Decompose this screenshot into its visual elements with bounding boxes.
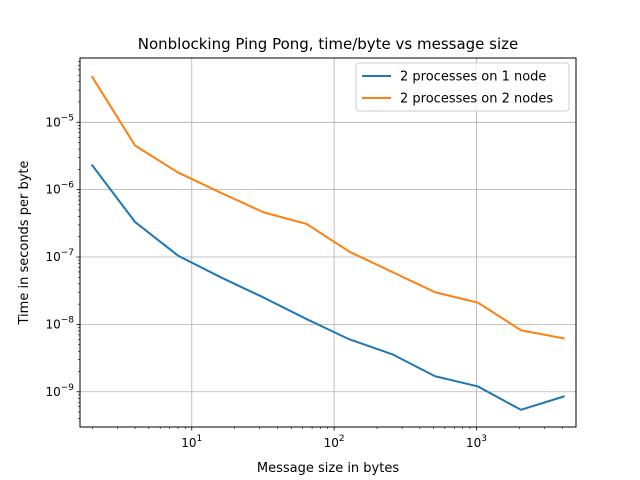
legend-box	[355, 62, 570, 112]
x-tick-label: 103	[466, 434, 487, 450]
y-tick-label: 10−6	[45, 181, 74, 197]
y-tick-label: 10−7	[45, 248, 74, 264]
x-axis-label: Message size in bytes	[257, 461, 399, 476]
legend-label-1-node: 2 processes on 1 node	[400, 70, 546, 85]
legend-label-2-nodes: 2 processes on 2 nodes	[400, 92, 553, 107]
x-tick-label: 102	[324, 434, 345, 450]
y-axis-label: Time in seconds per byte	[17, 161, 32, 326]
y-tick-label: 10−8	[45, 315, 74, 331]
legend: 2 processes on 1 node 2 processes on 2 n…	[355, 62, 570, 112]
series-line-1-node	[90, 163, 565, 411]
plot-frame	[79, 57, 577, 428]
x-tick-label: 101	[181, 434, 202, 450]
grid-lines	[80, 58, 576, 427]
y-tick-label: 10−5	[45, 113, 74, 129]
chart-title: Nonblocking Ping Pong, time/byte vs mess…	[138, 35, 519, 53]
series-lines	[90, 75, 565, 411]
y-tick-label: 10−9	[45, 383, 74, 399]
series-line-2-nodes	[90, 75, 565, 340]
axis-ticks: 10−9 10−8 10−7 10−6 10−5 101 102 103	[45, 61, 563, 450]
